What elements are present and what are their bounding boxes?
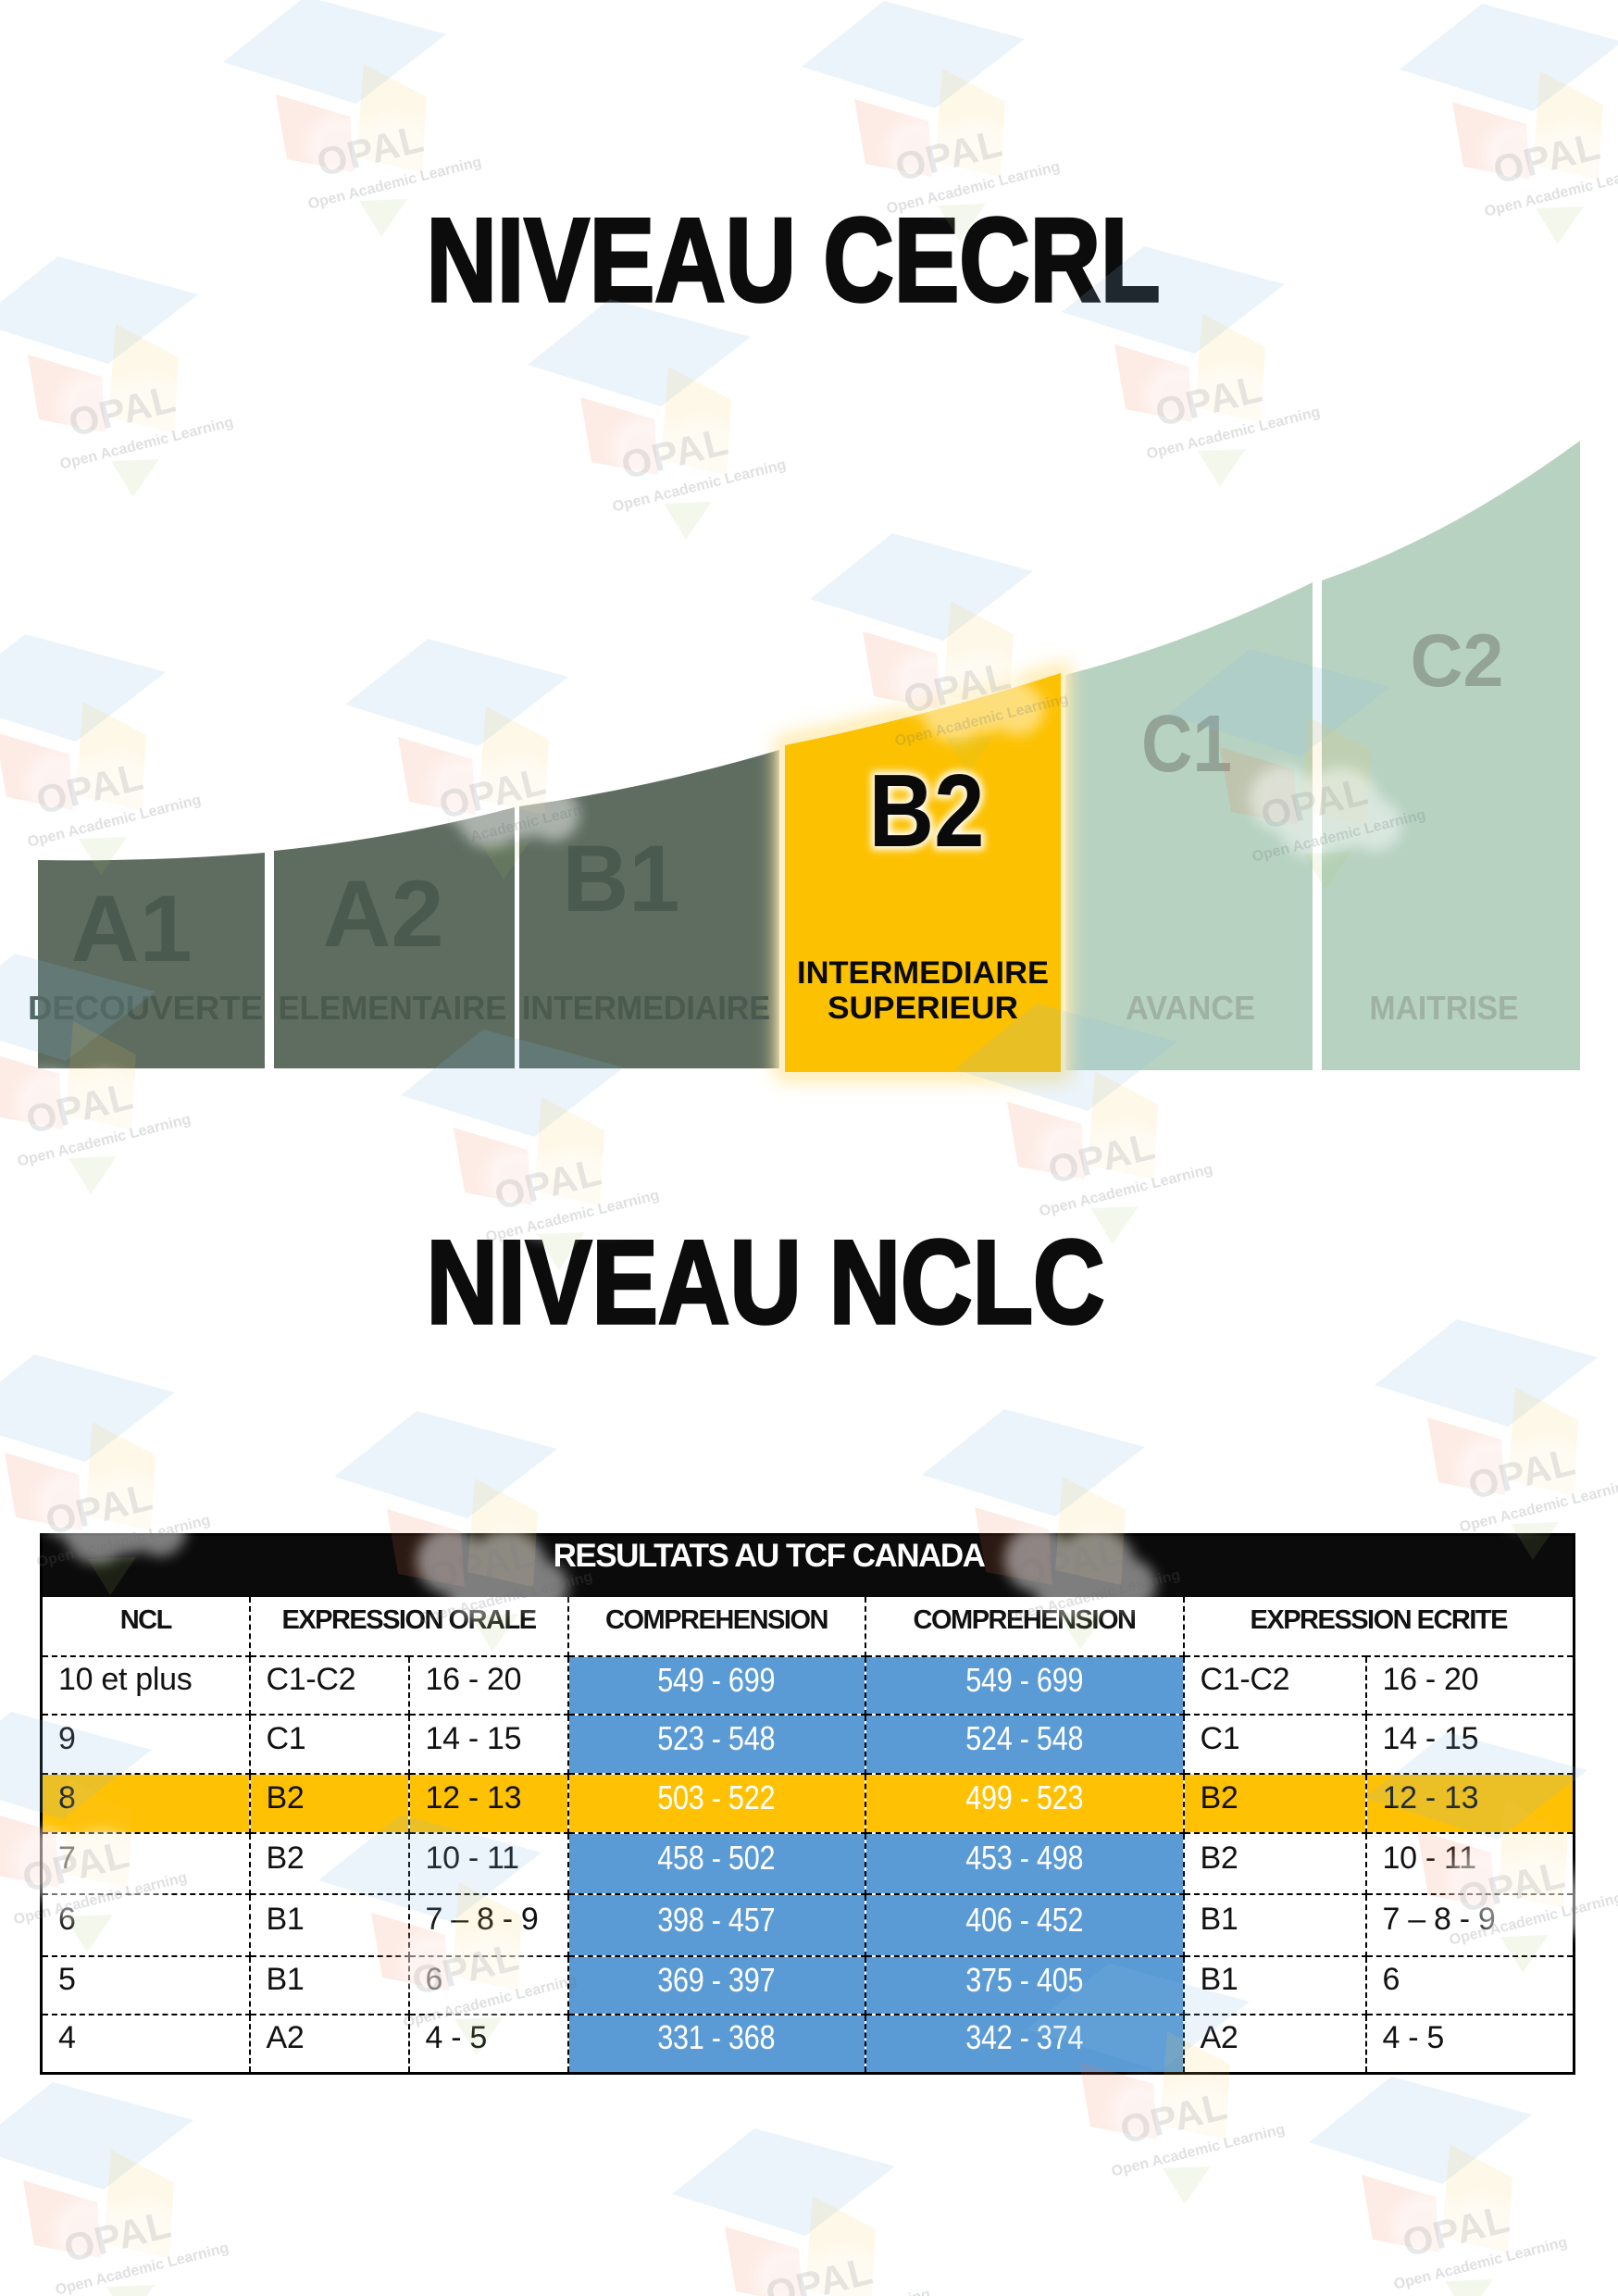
svg-text:B1: B1 bbox=[563, 826, 680, 931]
svg-text:ELEMENTAIRE: ELEMENTAIRE bbox=[279, 989, 507, 1027]
svg-text:INTERMEDIAIRE: INTERMEDIAIRE bbox=[797, 955, 1049, 991]
svg-text:A2: A2 bbox=[323, 861, 444, 967]
svg-text:C2: C2 bbox=[1411, 619, 1504, 703]
svg-text:SUPERIEUR: SUPERIEUR bbox=[828, 991, 1018, 1026]
svg-text:MAITRISE: MAITRISE bbox=[1370, 989, 1519, 1027]
svg-text:AVANCE: AVANCE bbox=[1126, 989, 1255, 1027]
svg-text:INTERMEDIAIRE: INTERMEDIAIRE bbox=[522, 989, 770, 1027]
svg-text:A1: A1 bbox=[71, 876, 193, 981]
svg-text:C1: C1 bbox=[1141, 699, 1232, 789]
svg-text:B2: B2 bbox=[869, 754, 985, 868]
svg-text:DECOUVERTE: DECOUVERTE bbox=[28, 989, 263, 1027]
